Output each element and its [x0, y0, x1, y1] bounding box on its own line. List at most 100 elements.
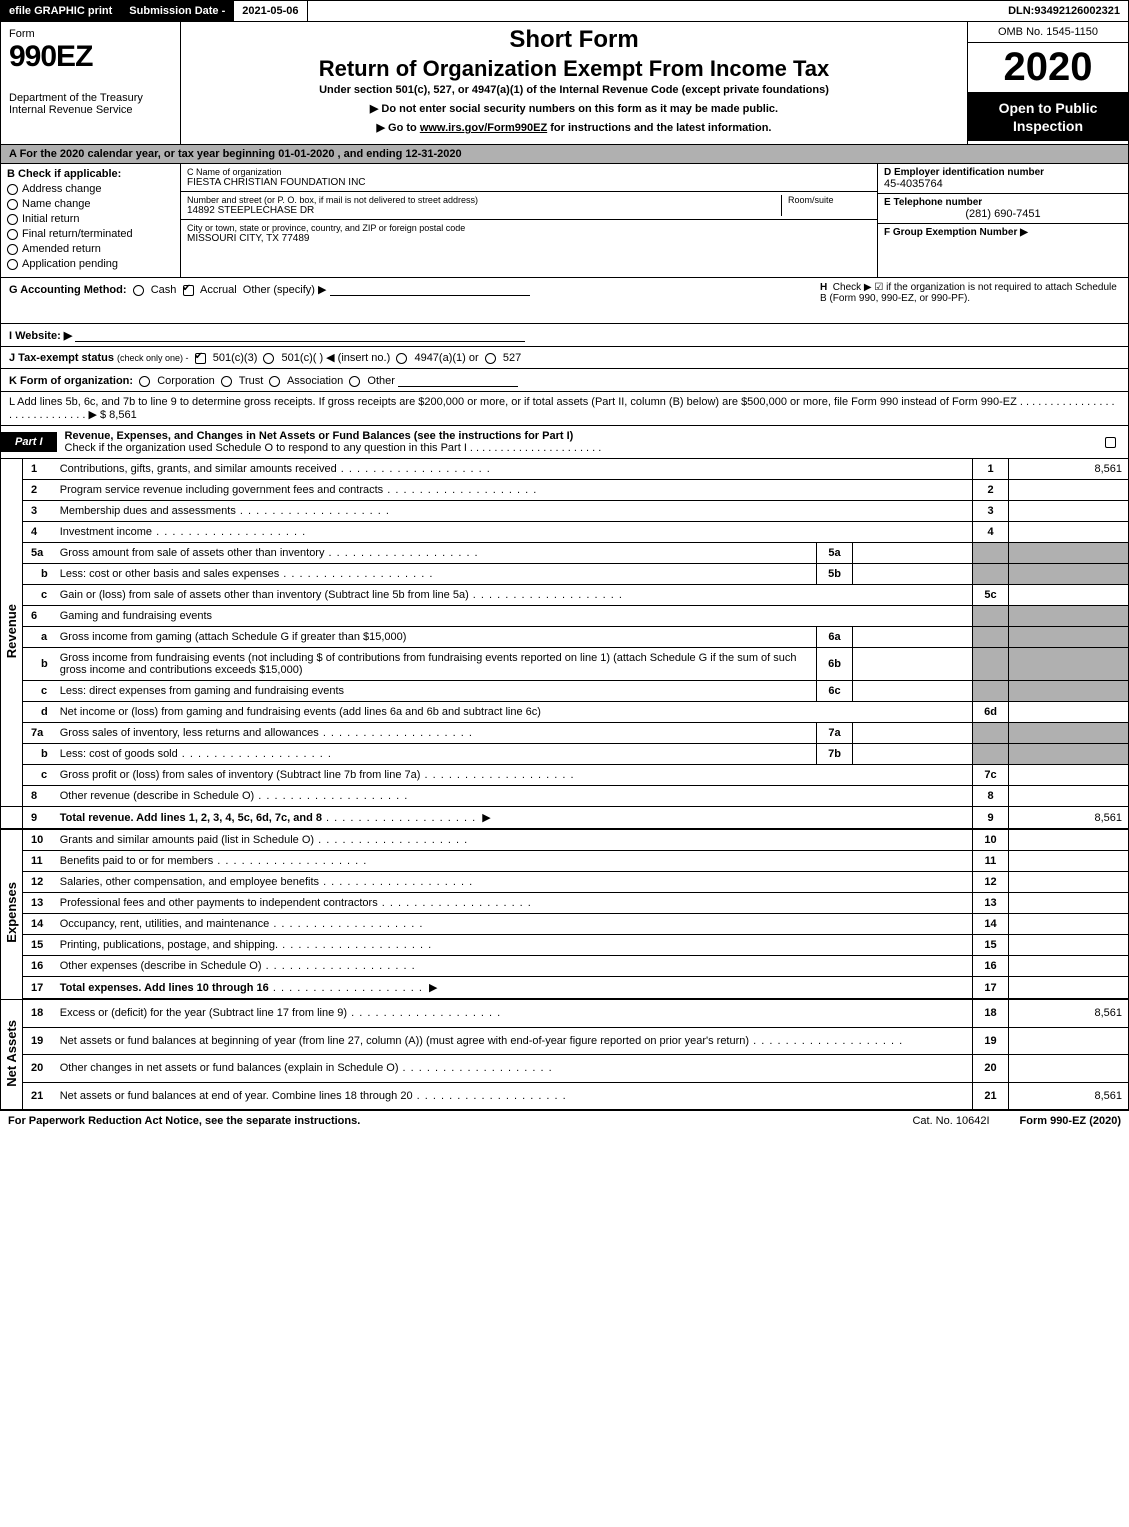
check-address-change[interactable]: Address change [7, 183, 174, 195]
footer-center: Cat. No. 10642I [882, 1115, 1019, 1127]
subbox-label: 7b [817, 744, 853, 765]
line-desc: Other expenses (describe in Schedule O) [54, 956, 973, 977]
h-text: Check ▶ ☑ if the organization is not req… [820, 282, 1117, 304]
line-num: 1 [23, 459, 54, 480]
check-527[interactable] [485, 353, 496, 364]
check-accrual[interactable] [183, 285, 194, 296]
check-name-change[interactable]: Name change [7, 198, 174, 210]
line-num: 3 [23, 501, 54, 522]
line-totnum: 13 [973, 893, 1009, 914]
line-3: 3 Membership dues and assessments 3 [1, 501, 1129, 522]
section-c: C Name of organization FIESTA CHRISTIAN … [181, 164, 878, 277]
line-totval [1009, 765, 1129, 786]
line-num: 15 [23, 935, 54, 956]
dln-label: DLN: [1008, 5, 1034, 17]
check-application-pending[interactable]: Application pending [7, 258, 174, 270]
line-6d: d Net income or (loss) from gaming and f… [1, 702, 1129, 723]
check-trust[interactable] [221, 376, 232, 387]
efile-label[interactable]: efile GRAPHIC print [1, 1, 121, 21]
line-num: c [23, 765, 54, 786]
check-label: Application pending [22, 258, 118, 270]
k-opt3: Other [367, 375, 395, 387]
period-mid: , and ending [334, 148, 405, 160]
line-totnum: 6d [973, 702, 1009, 723]
revenue-table: Revenue 1 Contributions, gifts, grants, … [0, 459, 1129, 1110]
check-501c[interactable] [263, 353, 274, 364]
line-totnum: 8 [973, 786, 1009, 807]
section-b-title: B Check if applicable: [7, 168, 174, 180]
line-desc: Salaries, other compensation, and employ… [54, 872, 973, 893]
line-totnum: 17 [973, 977, 1009, 1000]
shade-cell [1009, 606, 1129, 627]
check-final-return[interactable]: Final return/terminated [7, 228, 174, 240]
line-6c: c Less: direct expenses from gaming and … [1, 681, 1129, 702]
line-totnum: 4 [973, 522, 1009, 543]
section-h: H Check ▶ ☑ if the organization is not r… [820, 282, 1120, 304]
check-501c3[interactable] [195, 353, 206, 364]
line-num: b [23, 744, 54, 765]
line-totval [1009, 914, 1129, 935]
row-i: I Website: ▶ [0, 324, 1129, 347]
l-text: L Add lines 5b, 6c, and 7b to line 9 to … [9, 396, 1017, 408]
line-8: 8 Other revenue (describe in Schedule O)… [1, 786, 1129, 807]
check-initial-return[interactable]: Initial return [7, 213, 174, 225]
submission-date: 2021-05-06 [234, 1, 307, 21]
subbox-val [853, 564, 973, 585]
line-totval [1009, 935, 1129, 956]
website-field[interactable] [75, 328, 525, 342]
department: Department of the Treasury Internal Reve… [9, 92, 172, 116]
subbox-label: 5b [817, 564, 853, 585]
check-other-org[interactable] [349, 376, 360, 387]
line-4: 4 Investment income 4 [1, 522, 1129, 543]
line-desc: Professional fees and other payments to … [54, 893, 973, 914]
irs-link[interactable]: www.irs.gov/Form990EZ [420, 122, 547, 134]
g-other-field[interactable] [330, 282, 530, 296]
subbox-val [853, 744, 973, 765]
line-num: b [23, 648, 54, 681]
part-i-check-o: Check if the organization used Schedule … [65, 442, 602, 454]
section-b: B Check if applicable: Address change Na… [1, 164, 181, 277]
subbox-val [853, 543, 973, 564]
g-accrual: Accrual [200, 284, 237, 296]
line-1: Revenue 1 Contributions, gifts, grants, … [1, 459, 1129, 480]
line-totval: 8,561 [1009, 1082, 1129, 1110]
check-association[interactable] [269, 376, 280, 387]
line-totval [1009, 501, 1129, 522]
footer-left: For Paperwork Reduction Act Notice, see … [8, 1115, 882, 1127]
check-label: Address change [22, 183, 102, 195]
check-cash[interactable] [133, 285, 144, 296]
shade-cell [1009, 543, 1129, 564]
org-name-value: FIESTA CHRISTIAN FOUNDATION INC [187, 177, 871, 188]
subbox-label: 6b [817, 648, 853, 681]
line-desc: Gross income from fundraising events (no… [54, 648, 817, 681]
line-num: 7a [23, 723, 54, 744]
org-name-label: C Name of organization [187, 167, 871, 177]
line-desc: Total revenue. Add lines 1, 2, 3, 4, 5c,… [54, 807, 973, 830]
k-other-field[interactable] [398, 373, 518, 387]
k-opt1: Trust [239, 375, 264, 387]
street-label: Number and street (or P. O. box, if mail… [187, 195, 781, 205]
schedule-o-check[interactable] [1105, 436, 1128, 448]
submission-label-text: Submission Date - [129, 5, 225, 17]
line-15: 15 Printing, publications, postage, and … [1, 935, 1129, 956]
line-num: 21 [23, 1082, 54, 1110]
row-j: J Tax-exempt status (check only one) - 5… [0, 347, 1129, 369]
ein-value: 45-4035764 [884, 178, 1122, 190]
check-amended-return[interactable]: Amended return [7, 243, 174, 255]
line-totval [1009, 1055, 1129, 1083]
line-desc: Less: cost or other basis and sales expe… [54, 564, 817, 585]
line-totval [1009, 893, 1129, 914]
hint-ssn: ▶ Do not enter social security numbers o… [191, 102, 957, 115]
dln-value: 93492126002321 [1034, 5, 1120, 17]
line-totnum: 10 [973, 829, 1009, 851]
j-opt2: 501(c)( ) ◀ (insert no.) [282, 352, 391, 364]
check-4947[interactable] [396, 353, 407, 364]
line-5c: c Gain or (loss) from sale of assets oth… [1, 585, 1129, 606]
line-desc: Gross profit or (loss) from sales of inv… [54, 765, 973, 786]
j-opt3: 4947(a)(1) or [414, 352, 478, 364]
line-7a: 7a Gross sales of inventory, less return… [1, 723, 1129, 744]
check-corporation[interactable] [139, 376, 150, 387]
line-desc: Gain or (loss) from sale of assets other… [54, 585, 973, 606]
short-form-title: Short Form [191, 26, 957, 54]
k-label: K Form of organization: [9, 375, 133, 387]
